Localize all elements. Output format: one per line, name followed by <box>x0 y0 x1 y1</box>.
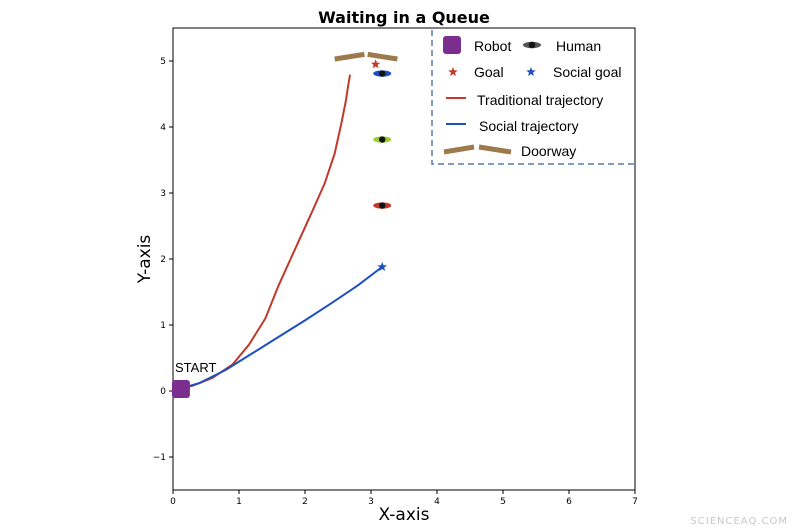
y-tick-label: 3 <box>160 189 166 199</box>
x-axis-label: X-axis <box>379 505 430 525</box>
x-tick-label: 2 <box>302 497 308 507</box>
x-tick-label: 7 <box>632 497 638 507</box>
start-label: START <box>175 360 216 375</box>
legend: Robot Human Goal Social goal Traditional… <box>431 30 635 165</box>
legend-label-traditional: Traditional trajectory <box>477 92 603 108</box>
social-trajectory-line <box>175 265 384 391</box>
y-tick-label: 4 <box>160 123 166 133</box>
axis-ticks: 0 1 2 3 4 5 6 7 −1 0 1 2 3 4 5 <box>153 57 638 507</box>
legend-label-social: Social trajectory <box>479 118 579 134</box>
legend-social-goal-symbol <box>526 67 536 76</box>
x-tick-label: 5 <box>500 497 506 507</box>
y-axis-label: Y-axis <box>135 235 155 285</box>
x-tick-label: 0 <box>170 497 176 507</box>
doorway-left-segment <box>334 51 365 62</box>
y-tick-label: 0 <box>160 387 166 397</box>
y-tick-label: 5 <box>160 57 166 67</box>
legend-label-social-goal: Social goal <box>553 64 622 80</box>
legend-doorway-left-symbol <box>443 144 475 155</box>
chart-title: Waiting in a Queue <box>318 8 490 27</box>
legend-human-symbol <box>523 41 541 49</box>
social-goal-star <box>377 261 387 271</box>
legend-goal-symbol <box>448 67 458 76</box>
human-head <box>379 70 386 77</box>
legend-label-doorway: Doorway <box>521 143 576 159</box>
x-tick-label: 4 <box>434 497 440 507</box>
legend-label-goal: Goal <box>474 64 504 80</box>
x-tick-label: 3 <box>368 497 374 507</box>
human-1 <box>373 70 392 77</box>
doorway-right-segment <box>367 51 398 62</box>
human-head <box>379 136 386 143</box>
human-head <box>379 202 386 209</box>
legend-border <box>431 30 635 165</box>
y-tick-label: 2 <box>160 255 166 265</box>
robot-marker <box>171 380 190 399</box>
human-head <box>528 41 536 49</box>
y-tick-label: 1 <box>160 321 166 331</box>
traditional-trajectory-line <box>175 74 351 391</box>
legend-robot-symbol <box>443 36 461 54</box>
legend-label-human: Human <box>556 38 601 54</box>
watermark: SCIENCEAQ.COM <box>690 516 788 527</box>
legend-label-robot: Robot <box>474 38 511 54</box>
x-tick-label: 1 <box>236 497 242 507</box>
human-3 <box>373 202 392 209</box>
goal-star <box>370 59 381 69</box>
y-tick-label: −1 <box>153 453 166 463</box>
legend-doorway-right-symbol <box>478 144 512 155</box>
x-tick-label: 6 <box>566 497 572 507</box>
human-2 <box>373 136 392 143</box>
plot-marks <box>171 51 398 399</box>
